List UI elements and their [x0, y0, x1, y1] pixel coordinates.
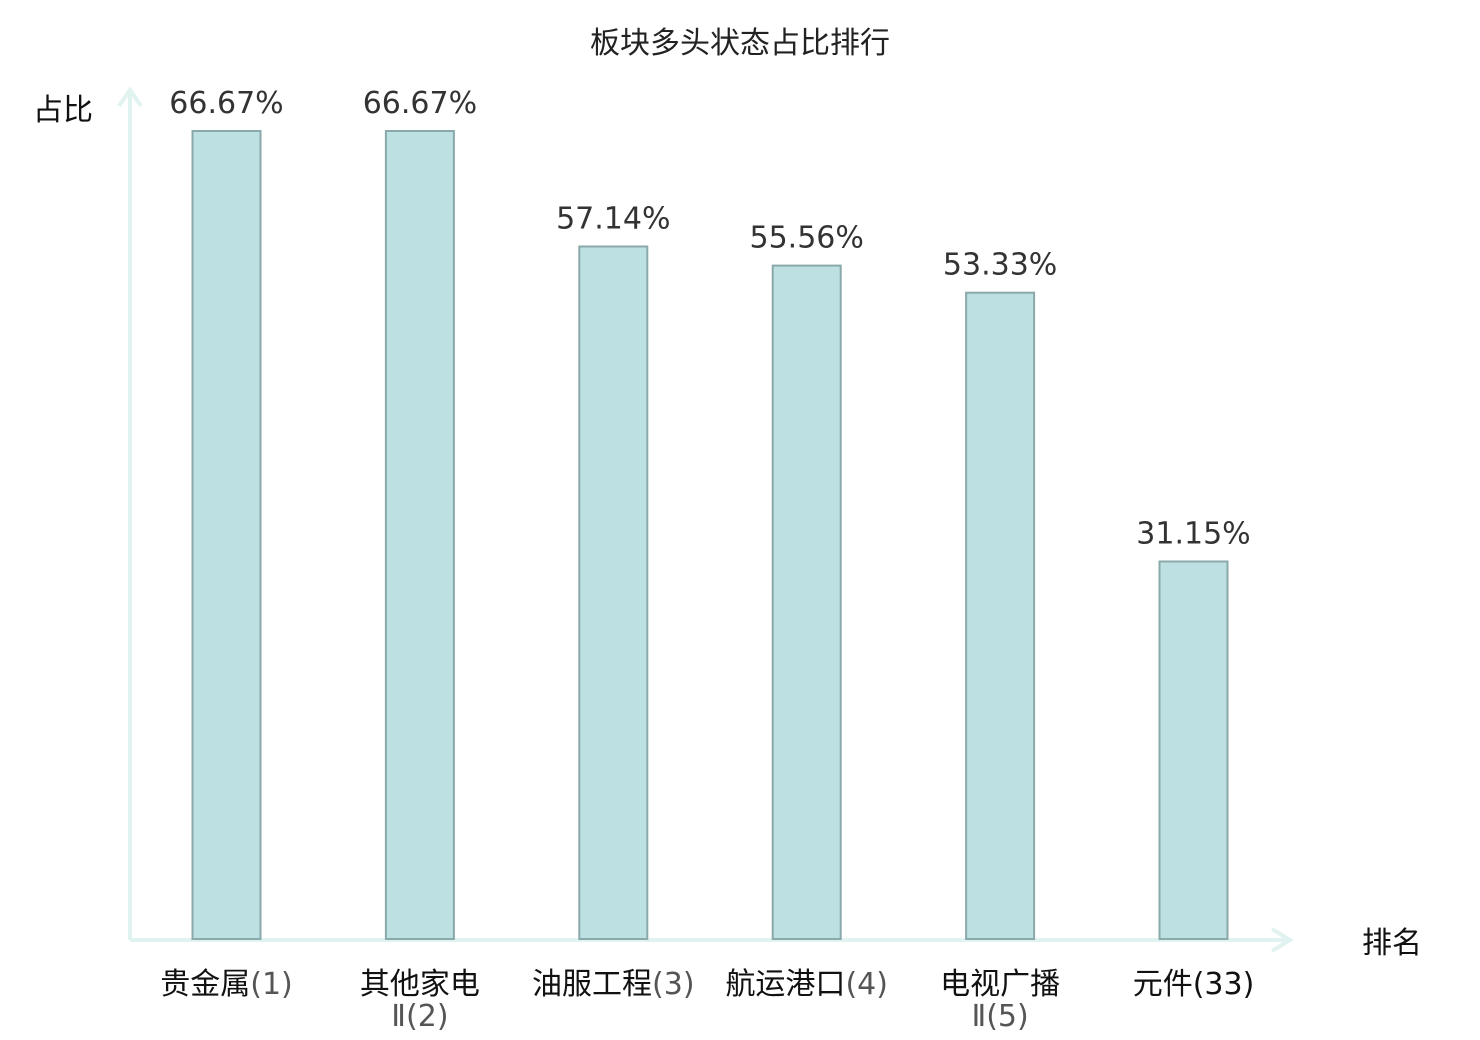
category-name: 元件 — [1133, 967, 1193, 1002]
bar — [1158, 560, 1229, 940]
x-tick-label-line2: Ⅱ(5) — [971, 999, 1028, 1034]
category-name-suffix: Ⅱ — [971, 999, 986, 1034]
bar-value-label: 66.67% — [363, 86, 477, 121]
category-name: 油服工程 — [532, 967, 652, 1002]
bar-value-label: 57.14% — [556, 202, 670, 237]
x-tick-label: 其他家电 — [360, 967, 480, 1002]
x-axis-label: 排名 — [1362, 926, 1422, 961]
bar — [578, 245, 649, 940]
bar — [191, 130, 262, 940]
x-tick-label-line2: Ⅱ(2) — [391, 999, 448, 1034]
x-tick-label: 航运港口(4) — [725, 967, 888, 1002]
category-name: 航运港口 — [725, 967, 845, 1002]
bar — [771, 264, 842, 941]
bar — [384, 130, 455, 940]
category-rank: (4) — [845, 967, 888, 1002]
category-rank: (5) — [986, 999, 1029, 1034]
bar-value-label: 31.15% — [1136, 517, 1250, 552]
category-name: 贵金属 — [160, 967, 250, 1002]
chart-title: 板块多头状态占比排行 — [590, 26, 890, 61]
value-labels-group: 66.67% 66.67% 57.14% 55.56% 53.33% 31.15% — [169, 86, 1250, 552]
bar-value-label: 53.33% — [943, 248, 1057, 283]
x-tick-label: 贵金属(1) — [160, 967, 293, 1002]
category-name-suffix: Ⅱ — [391, 999, 406, 1034]
bar — [965, 291, 1036, 940]
category-rank: (33) — [1193, 967, 1255, 1002]
category-rank: (1) — [250, 967, 293, 1002]
category-name: 电视广播 — [940, 967, 1060, 1002]
bar-value-label: 55.56% — [750, 221, 864, 256]
axes — [117, 86, 1294, 953]
y-axis-label: 占比 — [33, 93, 93, 128]
x-tick-label: 元件(33) — [1133, 967, 1255, 1002]
category-rank: (2) — [406, 999, 449, 1034]
category-name: 其他家电 — [360, 967, 480, 1002]
x-tick-label: 电视广播 — [940, 967, 1060, 1002]
x-axis-arrow — [1270, 927, 1294, 953]
category-rank: (3) — [652, 967, 695, 1002]
bar-value-label: 66.67% — [169, 86, 283, 121]
bars-group — [191, 130, 1229, 941]
y-axis-arrow — [117, 86, 143, 108]
x-tick-label: 油服工程(3) — [532, 967, 695, 1002]
